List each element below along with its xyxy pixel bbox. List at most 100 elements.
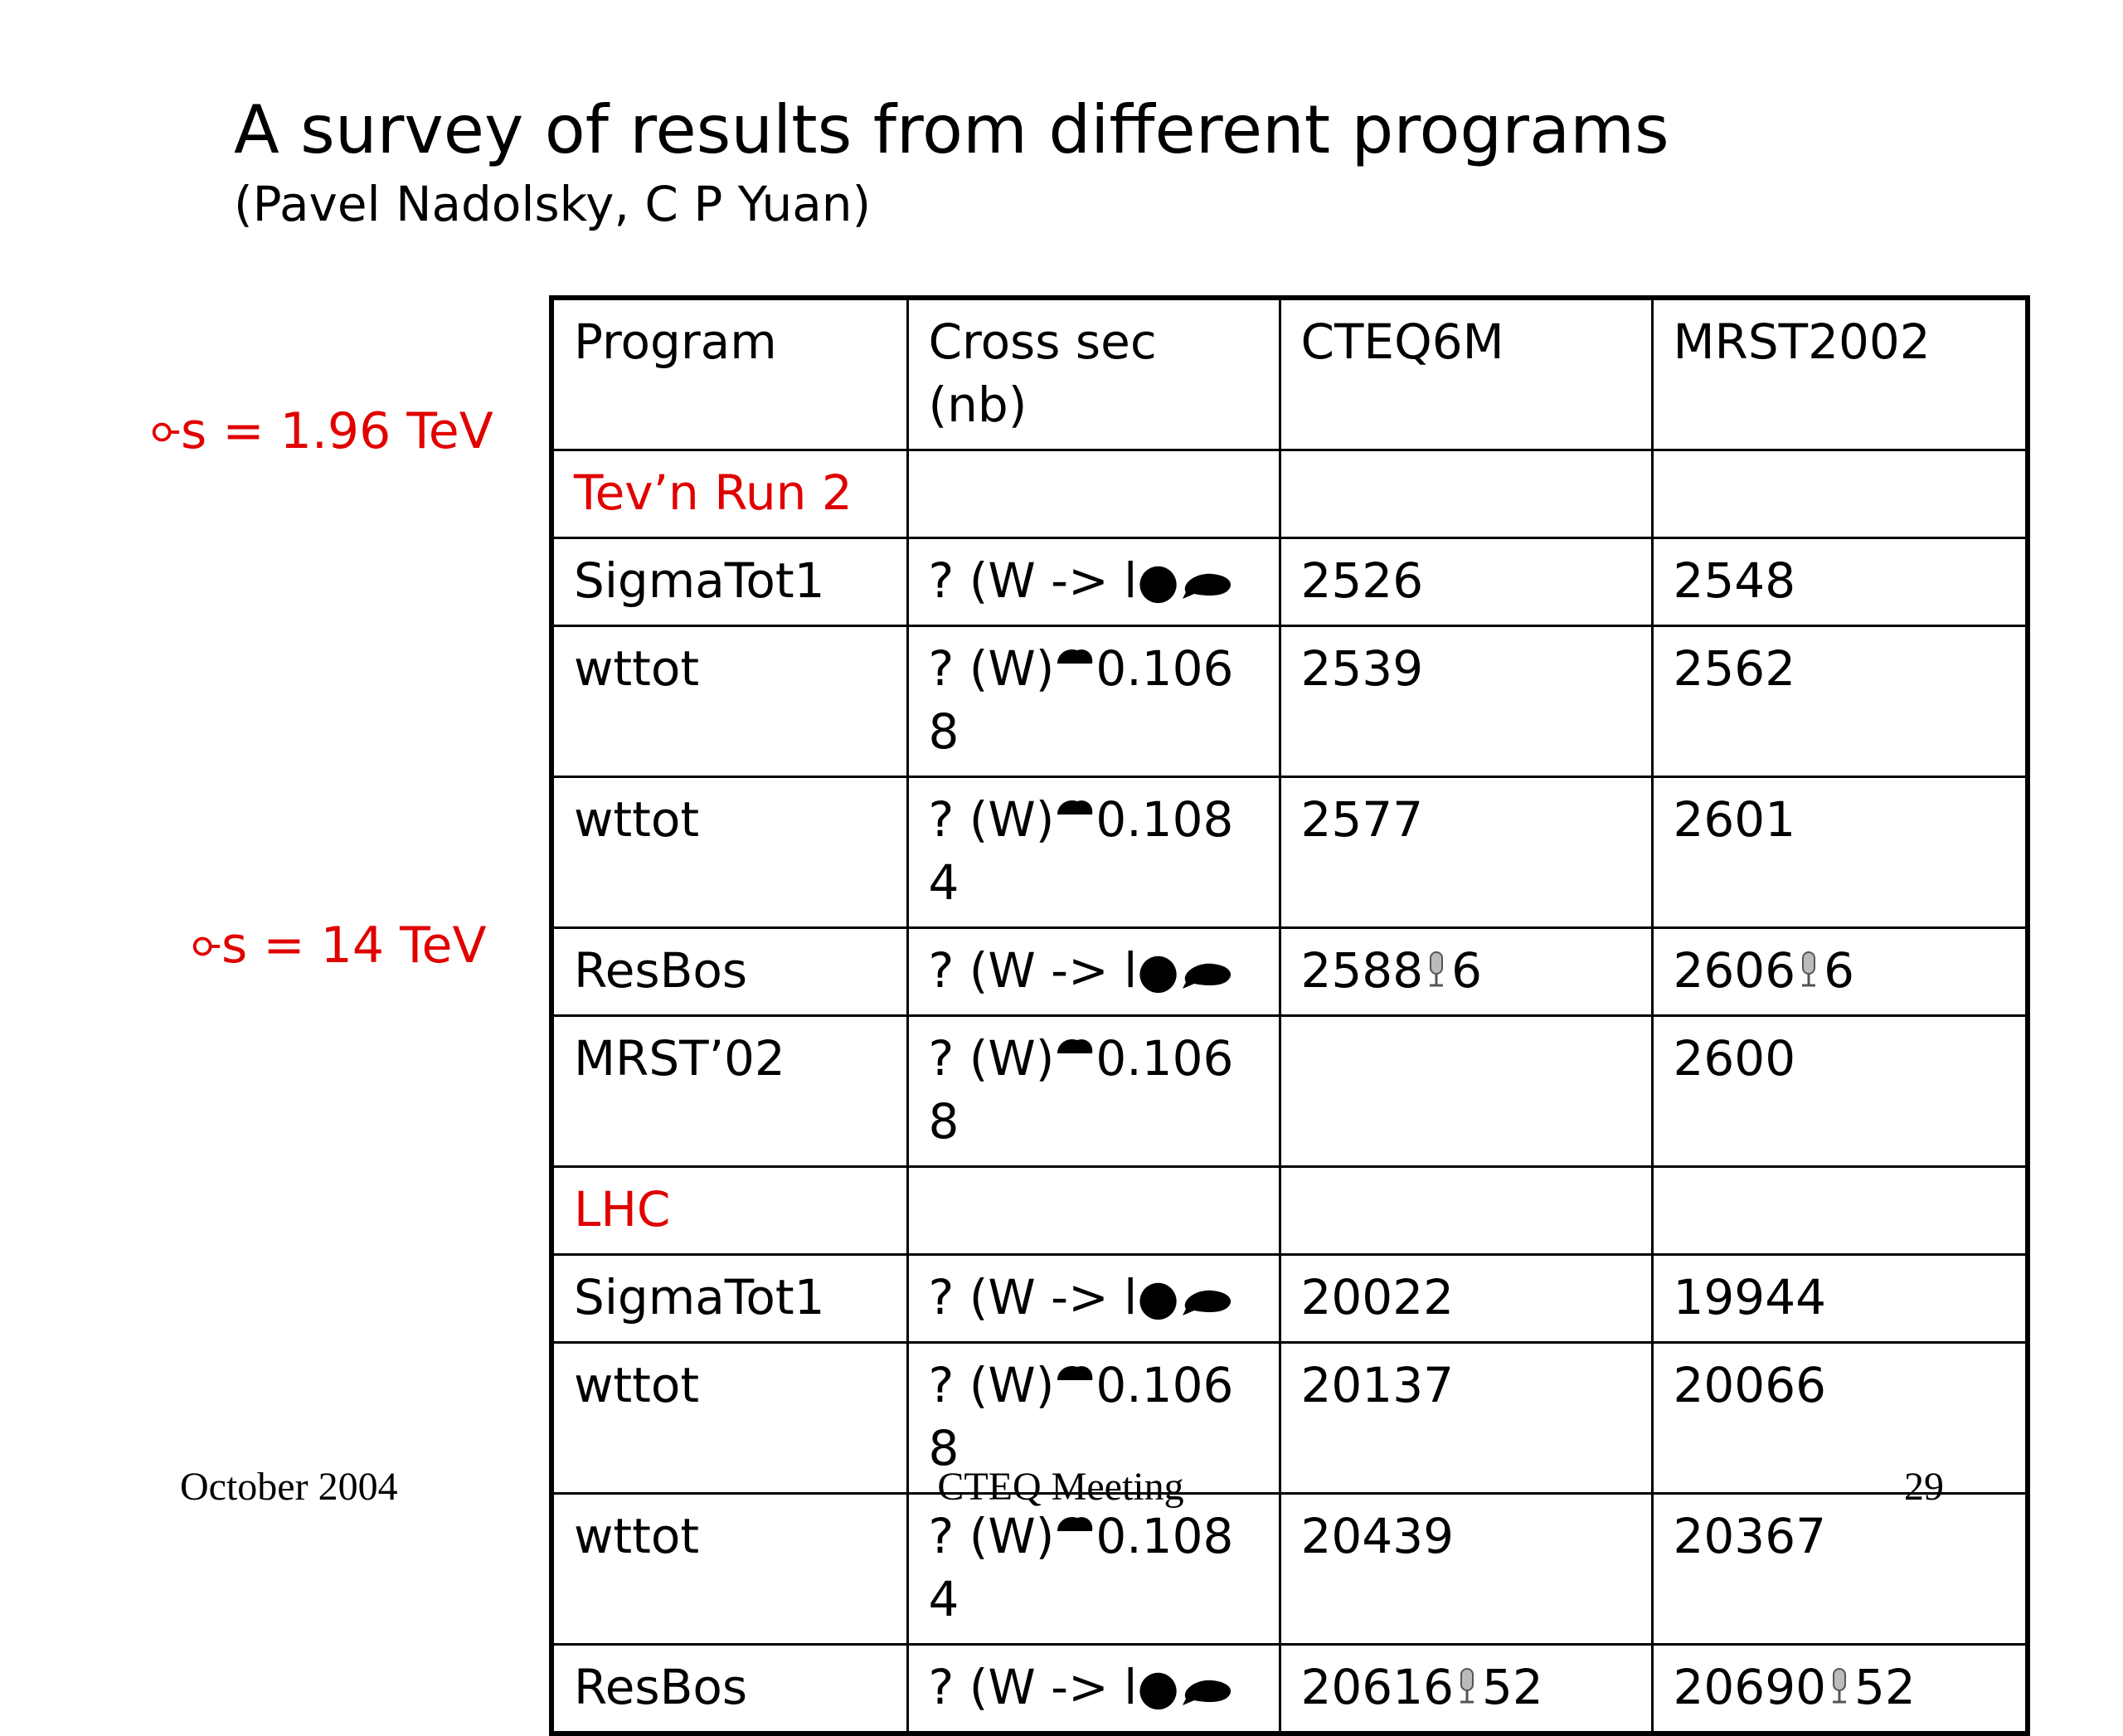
cell-text: 0.1068 <box>928 1357 1234 1476</box>
icon <box>1423 942 1451 999</box>
cell-text: 52 <box>1854 1659 1916 1715</box>
table-cell: 20022 <box>1278 1253 1654 1344</box>
cell-text: wttot <box>574 640 700 697</box>
blob-glyph <box>1182 963 1231 989</box>
cell-text: 20690 <box>1673 1659 1827 1715</box>
icon <box>1795 942 1824 999</box>
table-cell: 2548 <box>1650 537 2029 627</box>
table-cell: 2600 <box>1650 1014 2029 1168</box>
table-cell: ResBos <box>550 1643 909 1735</box>
cell-text: 2577 <box>1300 791 1424 848</box>
table-cell <box>1278 1014 1654 1168</box>
table-cell: wttot <box>550 1492 909 1646</box>
cell-text: 2588 <box>1300 942 1424 999</box>
cell-text: 20137 <box>1300 1357 1455 1413</box>
table-cell: ? (W -> l● <box>906 1643 1281 1735</box>
table-cell: 20367 <box>1650 1492 2029 1646</box>
table-cell: 2606 6 <box>1650 926 2029 1017</box>
table-cell: ResBos <box>550 926 909 1017</box>
icon <box>1054 640 1096 697</box>
cell-text: 0.1068 <box>928 1030 1234 1150</box>
table-cell: Program <box>550 296 909 451</box>
cloud-glyph <box>1057 1365 1093 1380</box>
table-row: SigmaTot1 ? (W -> l● 20022 19944 <box>550 1253 2029 1344</box>
table-cell <box>906 449 1281 539</box>
mic-glyph <box>1833 1668 1847 1704</box>
table-cell: SigmaTot1 <box>550 1253 909 1344</box>
icon <box>1179 552 1237 609</box>
cell-text: ResBos <box>574 942 748 999</box>
table-cell: 2601 <box>1650 776 2029 929</box>
table-cell: ? (W) 0.1084 <box>906 776 1281 929</box>
cloud-glyph <box>1057 1516 1093 1531</box>
table-row: Program Cross sec (nb) CTEQ6M MRST2002 <box>550 296 2029 451</box>
cell-text: 2562 <box>1673 640 1796 697</box>
cell-text: 20439 <box>1300 1508 1455 1564</box>
table-cell: CTEQ6M <box>1278 296 1654 451</box>
cell-text: ? (W) <box>928 1357 1055 1413</box>
table-cell <box>1650 449 2029 539</box>
table-cell: 2588 6 <box>1278 926 1654 1017</box>
cell-text: ? (W -> l● <box>928 942 1179 999</box>
title: A survey of results from different progr… <box>234 91 1669 168</box>
cell-text: SigmaTot1 <box>574 1269 825 1325</box>
icon <box>1054 791 1096 848</box>
table-cell: 20137 <box>1278 1341 1654 1495</box>
table-row: wttot ? (W) 0.1084 2577 2601 <box>550 776 2029 929</box>
side-label-text: s = 14 TeV <box>221 917 487 975</box>
icon <box>1826 1659 1854 1715</box>
table-cell: 2562 <box>1650 625 2029 778</box>
table-cell: 20439 <box>1278 1492 1654 1646</box>
mic-glyph <box>1430 951 1444 987</box>
table-cell: 2539 <box>1278 625 1654 778</box>
blob-glyph <box>1182 1290 1231 1315</box>
table-cell: ? (W -> l● <box>906 926 1281 1017</box>
cell-text: 2548 <box>1673 552 1796 609</box>
icon <box>1454 1659 1482 1715</box>
cell-text: ? (W) <box>928 1508 1055 1564</box>
cell-text: 2606 <box>1673 942 1796 999</box>
cell-text: 2601 <box>1673 791 1796 848</box>
slide: A survey of results from different progr… <box>152 91 2030 1736</box>
table-row: ResBos ? (W -> l● 20616 52 20690 52 <box>550 1643 2029 1735</box>
cell-text: MRST’02 <box>574 1030 785 1087</box>
footer-event: CTEQ Meeting <box>937 1465 1184 1509</box>
table-cell: wttot <box>550 625 909 778</box>
table-cell: MRST’02 <box>550 1014 909 1168</box>
icon <box>1054 1357 1096 1413</box>
cell-text: 0.1084 <box>928 791 1234 911</box>
table-row: wttot ? (W) 0.1068 20137 20066 <box>550 1341 2029 1495</box>
footer-page: 29 <box>1904 1465 1944 1509</box>
icon <box>1179 1269 1237 1325</box>
cell-text: ? (W) <box>928 791 1055 848</box>
cell-text: 6 <box>1824 942 1855 999</box>
mic-glyph <box>1802 951 1816 987</box>
cell-text: 20022 <box>1300 1269 1455 1325</box>
table-cell: 20616 52 <box>1278 1643 1654 1735</box>
cell-text: 52 <box>1482 1659 1543 1715</box>
cloud-glyph <box>1057 1038 1093 1053</box>
cell-text: 0.1068 <box>928 640 1234 760</box>
table-cell: ? (W) 0.1068 <box>906 1341 1281 1495</box>
cell-text: 2526 <box>1300 552 1424 609</box>
cell-text: ? (W -> l● <box>928 1659 1179 1715</box>
cell-text: Tev’n Run 2 <box>574 464 853 521</box>
table-cell: 19944 <box>1650 1253 2029 1344</box>
cell-text: 20066 <box>1673 1357 1827 1413</box>
table-cell <box>1650 1165 2029 1256</box>
side-label-text: s = 1.96 TeV <box>181 402 493 460</box>
cell-text: 2600 <box>1673 1030 1796 1087</box>
table-cell: SigmaTot1 <box>550 537 909 627</box>
cell-text: wttot <box>574 791 700 848</box>
table-cell: 20066 <box>1650 1341 2029 1495</box>
icon <box>1054 1030 1096 1087</box>
table-cell: ? (W) 0.1068 <box>906 625 1281 778</box>
table-cell <box>1278 449 1654 539</box>
cell-text: wttot <box>574 1357 700 1413</box>
table-cell: 2577 <box>1278 776 1654 929</box>
root-icon <box>192 936 221 956</box>
root-icon <box>152 422 180 442</box>
cell-text: 20367 <box>1673 1508 1827 1564</box>
cell-text: ? (W -> l● <box>928 1269 1179 1325</box>
cell-text: 19944 <box>1673 1269 1827 1325</box>
